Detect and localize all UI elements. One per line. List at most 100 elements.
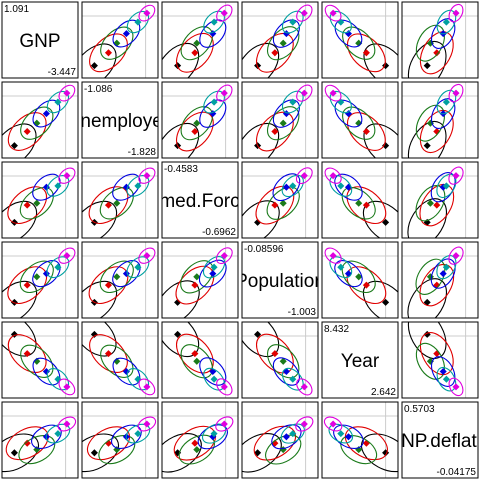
data-ellipse-g1 [2, 322, 37, 357]
centroid-point-g2 [191, 350, 199, 358]
data-ellipse-g6 [216, 378, 233, 396]
data-ellipse-g3 [100, 344, 134, 378]
data-ellipse-g5 [328, 423, 354, 444]
cell-3-3: Population -0.08596 -1.003 [241, 241, 319, 319]
group-layer [242, 322, 313, 396]
cell-frame [321, 241, 399, 319]
cell-3-2 [161, 241, 239, 319]
cell-frame [1, 321, 79, 399]
cell-frame [81, 161, 159, 239]
data-ellipse-g6 [58, 247, 76, 264]
data-ellipse-g4 [272, 173, 301, 202]
data-ellipse-g6 [216, 84, 233, 102]
variable-min-0: -3.447 [48, 67, 77, 78]
centroid-point-g6 [143, 383, 151, 391]
centroid-point-g2 [23, 127, 31, 136]
data-ellipse-g3 [100, 26, 134, 60]
cell-4-0 [1, 321, 79, 399]
variable-label-5: GNP.deflator [386, 431, 480, 452]
data-ellipse-g1 [82, 43, 117, 78]
centroid-point-g6 [63, 89, 71, 97]
data-ellipse-g1 [363, 43, 398, 78]
centroid-point-g1 [254, 330, 262, 338]
group-layer [407, 166, 464, 238]
cell-frame [161, 1, 239, 79]
centroid-point-g2 [104, 281, 113, 289]
data-ellipse-g3 [99, 186, 134, 220]
centroid-point-g6 [329, 9, 337, 17]
data-ellipse-g1 [407, 120, 447, 158]
centroid-point-g6 [329, 172, 337, 180]
variable-min-3: -1.003 [288, 307, 317, 318]
group-layer [162, 84, 233, 158]
group-layer [162, 322, 233, 396]
data-ellipse-g2 [344, 426, 388, 461]
data-ellipse-g5 [281, 367, 304, 391]
data-ellipse-g2 [7, 266, 48, 305]
data-ellipse-g4 [272, 19, 300, 48]
cell-5-2 [161, 401, 239, 479]
centroid-point-g5 [337, 263, 345, 271]
data-ellipse-g2 [347, 112, 386, 151]
group-layer [242, 167, 313, 238]
cell-frame [401, 161, 479, 239]
group-layer [324, 247, 398, 318]
data-ellipse-g2 [7, 186, 48, 225]
group-layer [162, 4, 233, 78]
centroid-point-g2 [271, 201, 279, 209]
centroid-point-g5 [54, 182, 62, 190]
centroid-point-g2 [191, 127, 199, 136]
centroid-point-g6 [143, 252, 151, 260]
centroid-point-g2 [271, 350, 279, 358]
centroid-point-g2 [191, 49, 199, 57]
group-layer [2, 322, 76, 396]
cell-frame [81, 81, 159, 159]
data-ellipse-g4 [32, 260, 61, 288]
variable-label-2: Armed.Forces [140, 191, 259, 212]
variable-label-1: Unemployed [67, 111, 174, 132]
cell-frame [241, 161, 319, 239]
data-ellipse-g6 [137, 416, 157, 432]
data-ellipse-g4 [111, 424, 142, 450]
centroid-point-g5 [442, 263, 450, 271]
data-ellipse-g6 [138, 378, 156, 396]
centroid-point-g1 [90, 449, 98, 457]
data-ellipse-g6 [138, 4, 156, 22]
data-ellipse-g6 [295, 416, 314, 432]
data-ellipse-g1 [407, 40, 447, 78]
cell-1-4 [321, 81, 399, 159]
cell-frame [1, 1, 79, 79]
centroid-point-g6 [300, 172, 308, 180]
cell-3-4 [321, 241, 399, 319]
centroid-point-g3 [193, 119, 201, 127]
centroid-point-g3 [113, 273, 121, 281]
cell-2-2: Armed.Forces -0.4583 -0.6962 [140, 161, 259, 239]
data-ellipse-g2 [346, 186, 387, 225]
variable-min-1: -1.828 [128, 147, 157, 158]
data-ellipse-g4 [112, 260, 141, 288]
cell-frame [161, 401, 239, 479]
centroid-point-g5 [337, 18, 345, 26]
data-ellipse-g4 [333, 424, 364, 450]
centroid-point-g2 [362, 201, 370, 209]
data-ellipse-g6 [58, 167, 76, 184]
data-ellipse-g3 [342, 26, 376, 60]
centroid-point-g4 [282, 183, 290, 191]
cell-frame [321, 81, 399, 159]
data-ellipse-g5 [203, 367, 225, 391]
data-ellipse-g5 [329, 175, 353, 197]
centroid-point-g2 [191, 281, 199, 289]
cell-frame [401, 241, 479, 319]
centroid-point-g4 [344, 30, 353, 38]
group-layer [324, 4, 398, 78]
group-layer [2, 167, 76, 238]
centroid-point-g2 [104, 201, 113, 209]
centroid-point-g5 [337, 182, 345, 190]
centroid-point-g5 [210, 18, 218, 26]
data-ellipse-g1 [363, 123, 398, 158]
centroid-point-g1 [382, 142, 390, 150]
cell-0-5 [401, 1, 479, 79]
data-ellipse-g4 [334, 173, 363, 201]
data-ellipse-g4 [430, 18, 456, 49]
cell-1-5 [401, 81, 479, 159]
